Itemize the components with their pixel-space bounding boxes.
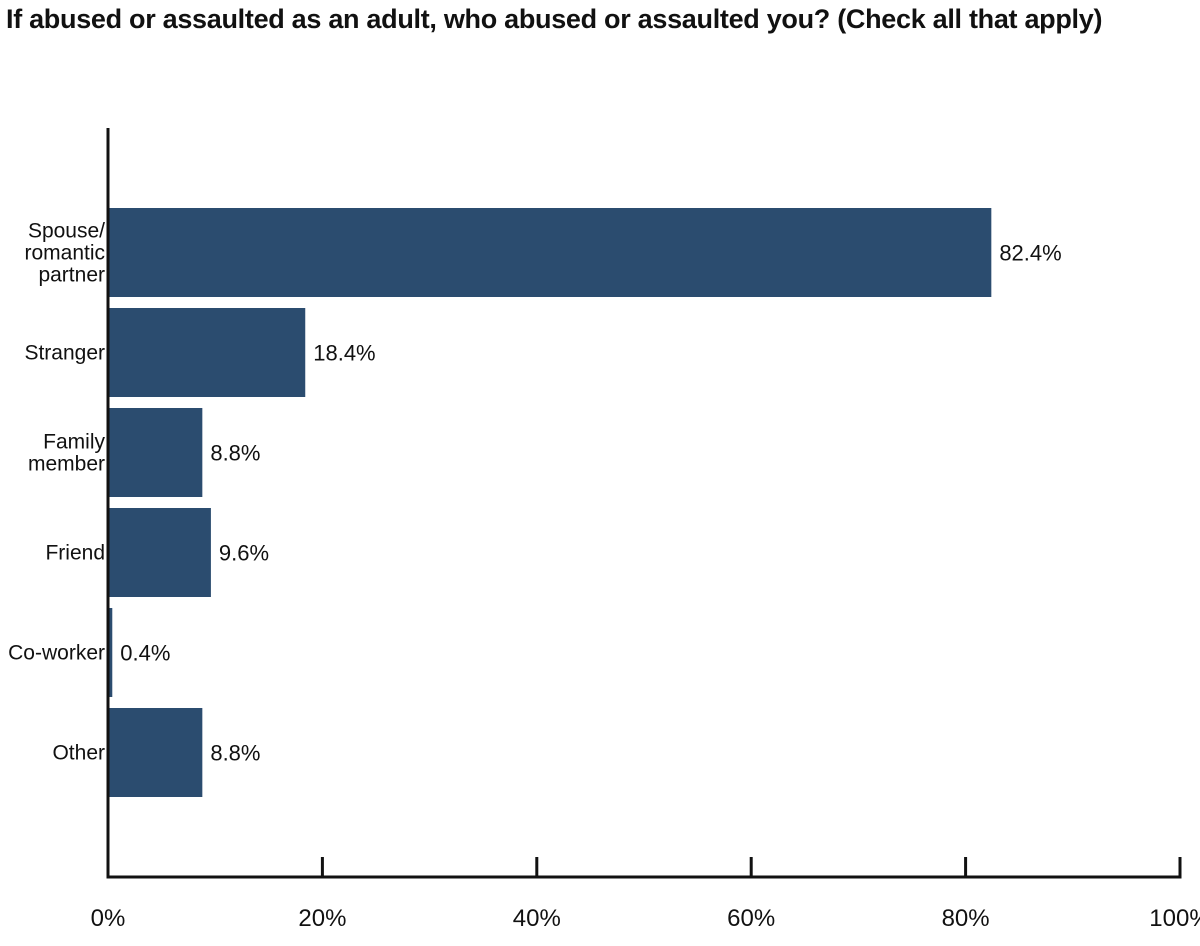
bar-3 [108,508,211,597]
x-tick-label-4: 80% [942,905,990,932]
value-label-5: 8.8% [210,741,260,766]
category-label-5: Other [52,742,105,765]
category-label-line: Co-worker [8,642,105,665]
x-tick-label-1: 20% [298,905,346,932]
category-label-4: Co-worker [8,642,105,665]
value-label-4: 0.4% [120,641,170,666]
bars-layer [108,208,992,797]
category-label-0: Spouse/romantic partner [24,220,105,287]
bar-5 [108,708,203,797]
bar-1 [108,308,306,397]
category-label-1: Stranger [24,342,105,365]
category-label-line: Family [43,431,105,454]
bar-0 [108,208,992,297]
value-label-3: 9.6% [219,541,269,566]
labels-layer: 82.4% Spouse/romantic partner 18.4% Stranger… [8,220,1200,933]
x-tick-label-3: 60% [727,905,775,932]
x-tick-label-0: 0% [91,905,126,932]
category-label-2: Family member [28,431,106,476]
value-label-1: 18.4% [313,341,375,366]
category-label-line: Stranger [24,342,105,365]
category-label-line: Other [52,742,105,765]
category-label-line: member [28,453,105,476]
x-tick-label-2: 40% [513,905,561,932]
value-label-0: 82.4% [999,241,1061,266]
value-label-2: 8.8% [210,441,260,466]
bar-4 [108,608,113,697]
category-label-line: partner [38,264,105,287]
x-tick-label-5: 100% [1149,905,1200,932]
category-label-3: Friend [45,542,105,565]
category-label-line: Friend [45,542,105,565]
axes-layer [106,128,1182,879]
chart-title: If abused or assaulted as an adult, who … [6,4,1103,34]
category-label-line: Spouse/ [28,220,105,243]
category-label-line: romantic [24,242,105,265]
bar-2 [108,408,203,497]
